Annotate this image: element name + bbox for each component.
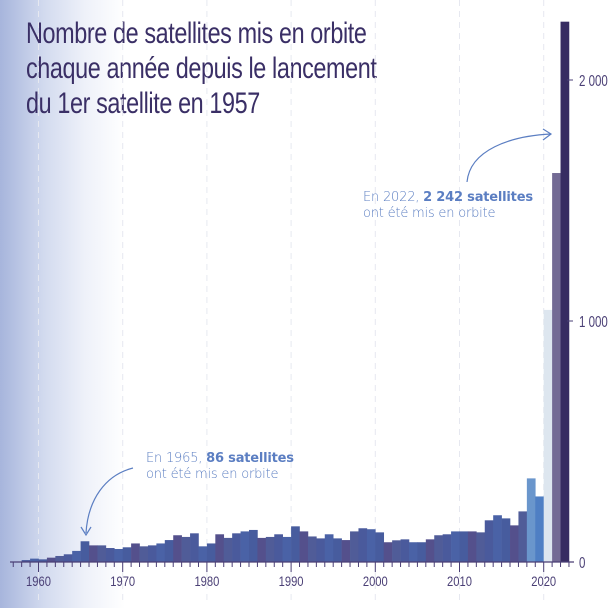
title-line: Nombre de satellites mis en orbite (26, 17, 367, 50)
y-tick-label: 2 000 (579, 71, 608, 89)
bar-2004 (408, 542, 418, 562)
bar-2009 (451, 531, 460, 562)
bar-1994 (324, 534, 334, 562)
bar-2008 (442, 534, 452, 562)
annotation-text: En 2022, (363, 190, 424, 205)
bar-1965 (80, 541, 90, 562)
bar-1988 (274, 534, 283, 562)
bar-1974 (156, 543, 166, 562)
bar-1979 (198, 546, 208, 562)
bar-2003 (400, 539, 410, 562)
bar-2002 (392, 540, 401, 562)
x-tick-label: 2020 (531, 574, 556, 589)
x-tick-label: 1990 (279, 574, 304, 589)
bar-1998 (358, 528, 368, 562)
bar-2020 (543, 309, 553, 562)
x-tick-label: 1970 (110, 574, 135, 589)
bar-1992 (307, 536, 317, 562)
bar-1995 (333, 538, 342, 562)
bar-2021 (552, 173, 561, 562)
bar-2000 (375, 532, 385, 562)
bar-1986 (257, 537, 267, 562)
annotation-1965: En 1965, 86 satellites ont été mis en or… (146, 451, 294, 483)
bar-1981 (215, 534, 225, 562)
bar-2012 (476, 532, 486, 562)
annotation-text: ont été mis en orbite (146, 467, 279, 482)
bar-2019 (535, 496, 544, 562)
bar-1982 (223, 537, 233, 562)
bar-2011 (467, 531, 477, 562)
bar-1990 (291, 526, 300, 562)
bar-1978 (190, 533, 199, 562)
bar-1989 (282, 536, 292, 562)
bar-1971 (131, 543, 140, 562)
bar-2006 (425, 539, 435, 562)
x-tick-label: 2000 (363, 574, 388, 589)
arrowhead-2022 (542, 128, 553, 141)
title-line: du 1er satellite en 1957 (26, 87, 260, 120)
bar-1963 (63, 554, 73, 562)
bar-1987 (265, 536, 275, 562)
bar-2013 (484, 520, 494, 562)
annotation-text: ont été mis en orbite (363, 206, 496, 221)
bar-2022 (560, 21, 570, 563)
bar-2001 (383, 542, 393, 562)
bar-1999 (366, 529, 376, 562)
bar-1977 (181, 536, 191, 562)
y-tick-label: 0 (579, 553, 586, 571)
bar-1968 (105, 548, 115, 562)
bar-2014 (493, 515, 502, 562)
x-tick-label: 1960 (26, 574, 51, 589)
chart-title: Nombre de satellites mis en orbite chaqu… (26, 16, 377, 121)
bar-1996 (341, 540, 351, 562)
bar-2018 (526, 478, 536, 562)
bar-2016 (510, 525, 519, 562)
arrow-2022 (466, 133, 552, 183)
bar-1976 (173, 535, 182, 562)
bar-1997 (350, 531, 359, 562)
bar-1961 (46, 557, 56, 562)
bar-1984 (240, 531, 250, 562)
annotation-2022: En 2022, 2 242 satellites ont été mis en… (363, 190, 533, 222)
bar-1983 (232, 533, 241, 562)
x-tick-label: 2010 (447, 574, 472, 589)
bar-1985 (249, 529, 258, 562)
bar-1991 (299, 531, 309, 562)
bar-2015 (501, 518, 511, 562)
x-tick-label: 1980 (194, 574, 219, 589)
y-tick-label: 1 000 (579, 312, 608, 330)
annotation-text: En 1965, (146, 451, 207, 466)
bar-1964 (72, 550, 81, 562)
bar-1967 (97, 545, 107, 562)
bar-2007 (434, 535, 443, 562)
annotation-highlight: 2 242 satellites (423, 190, 533, 205)
bar-2017 (518, 511, 528, 562)
bar-1958 (21, 560, 31, 562)
bar-1969 (114, 548, 123, 562)
bar-1966 (89, 545, 98, 562)
arrow-1965 (85, 467, 134, 534)
bar-1973 (147, 545, 157, 562)
bar-1975 (164, 540, 174, 562)
bar-2010 (459, 531, 469, 562)
bar-1993 (316, 538, 326, 562)
title-line: chaque année depuis le lancement (26, 52, 377, 85)
bar-1980 (206, 543, 216, 562)
bar-1959 (30, 558, 39, 562)
bar-1962 (55, 555, 65, 562)
bar-2005 (417, 542, 427, 562)
bar-1972 (139, 546, 149, 562)
bar-1970 (122, 547, 132, 562)
arrowhead-1965 (80, 526, 92, 537)
annotation-highlight: 86 satellites (206, 451, 294, 466)
bar-1960 (38, 559, 48, 562)
